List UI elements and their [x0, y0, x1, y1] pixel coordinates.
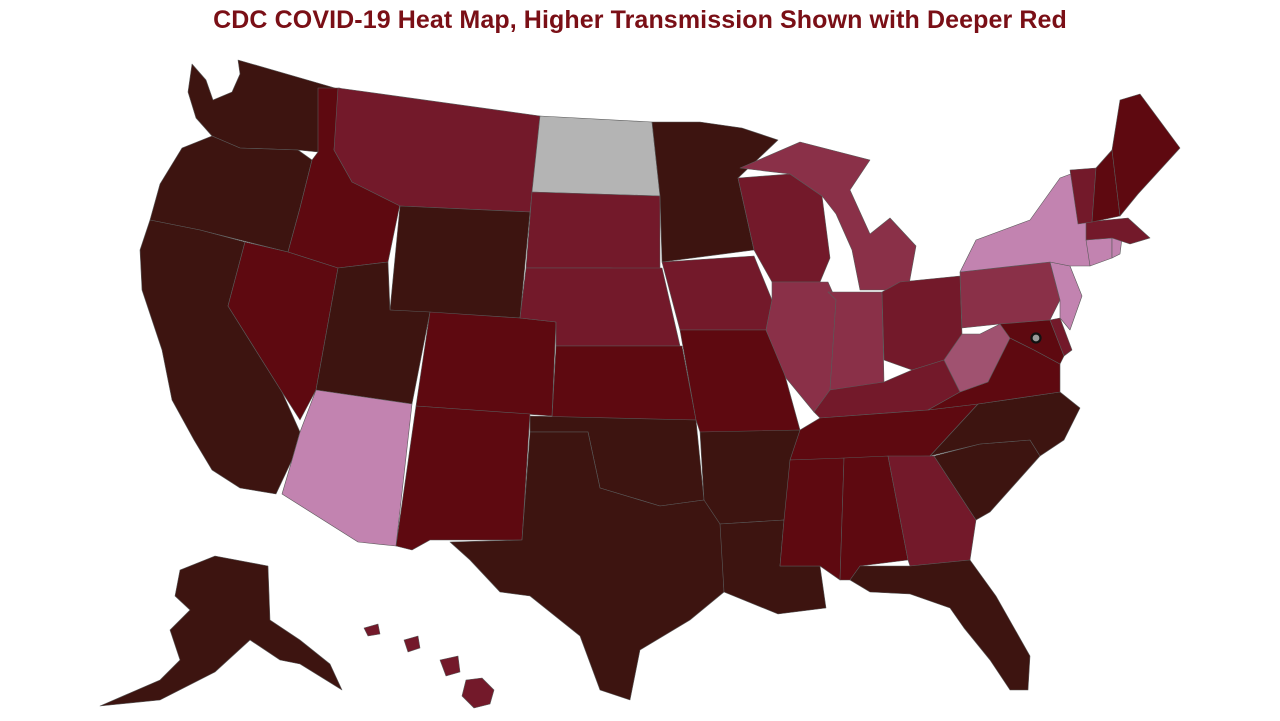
- state-texas[interactable]: [449, 431, 725, 701]
- state-mississippi[interactable]: [779, 457, 845, 581]
- state-indiana[interactable]: [827, 291, 885, 393]
- state-connecticut[interactable]: [1085, 237, 1113, 267]
- state-iowa[interactable]: [661, 255, 773, 331]
- state-new-york[interactable]: [959, 171, 1091, 273]
- state-nevada[interactable]: [227, 241, 339, 421]
- state-colorado[interactable]: [415, 311, 557, 417]
- state-hawaii-maui[interactable]: [439, 655, 461, 677]
- state-wyoming[interactable]: [389, 205, 531, 319]
- state-north-dakota[interactable]: [531, 115, 661, 197]
- state-florida[interactable]: [849, 559, 1031, 691]
- state-new-mexico[interactable]: [395, 405, 531, 551]
- state-delaware[interactable]: [1049, 317, 1073, 357]
- state-alaska[interactable]: [99, 555, 343, 707]
- state-kansas[interactable]: [551, 345, 697, 421]
- state-pennsylvania[interactable]: [959, 261, 1061, 329]
- state-arizona[interactable]: [281, 389, 413, 547]
- state-massachusetts[interactable]: [1085, 217, 1151, 245]
- washington-dc-marker[interactable]: [1030, 332, 1042, 344]
- state-hawaii-big-island[interactable]: [461, 677, 495, 709]
- state-michigan[interactable]: [739, 141, 917, 291]
- map-title: CDC COVID-19 Heat Map, Higher Transmissi…: [213, 6, 1067, 34]
- state-hawaii-kauai[interactable]: [363, 623, 381, 637]
- state-hawaii-oahu[interactable]: [403, 635, 421, 653]
- state-south-dakota[interactable]: [525, 191, 661, 273]
- state-maine[interactable]: [1111, 93, 1181, 217]
